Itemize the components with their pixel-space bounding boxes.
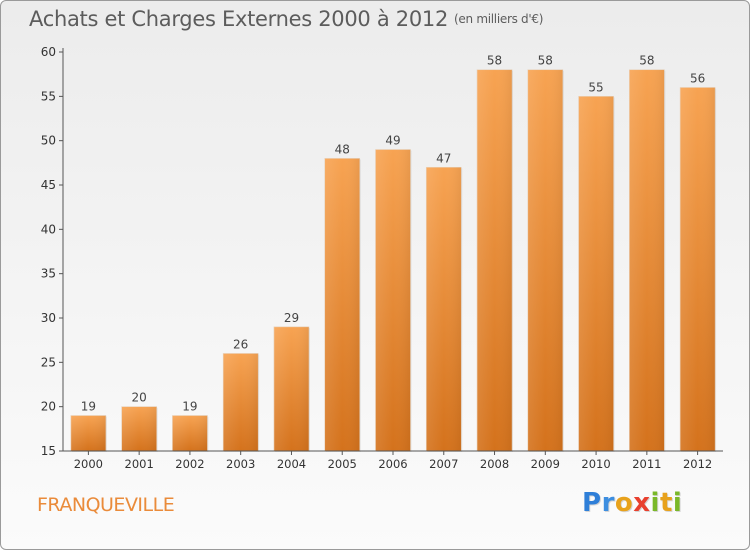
data-label-2010: 55 bbox=[588, 80, 603, 94]
bar-shine bbox=[578, 96, 614, 451]
x-tick-label-2009: 2009 bbox=[531, 457, 560, 471]
bar-shine bbox=[426, 167, 462, 451]
bar-shine bbox=[375, 149, 411, 452]
logo-letter: x bbox=[633, 488, 651, 518]
y-tick-label-55: 55 bbox=[41, 89, 56, 103]
y-tick-label-35: 35 bbox=[41, 267, 56, 281]
data-label-2006: 49 bbox=[385, 134, 400, 148]
logo-letter: o bbox=[614, 488, 634, 518]
x-tick-label-2008: 2008 bbox=[480, 457, 509, 471]
data-label-2007: 47 bbox=[436, 151, 451, 165]
data-label-2009: 58 bbox=[538, 54, 553, 68]
bar-shine bbox=[70, 415, 106, 451]
logo-letter: t bbox=[659, 488, 673, 518]
bar-shine bbox=[680, 87, 716, 451]
logo-letter: r bbox=[601, 488, 615, 518]
logo-letter: i bbox=[672, 488, 683, 518]
data-label-2005: 48 bbox=[335, 142, 350, 156]
bar-shine bbox=[223, 353, 259, 451]
x-tick-label-2004: 2004 bbox=[277, 457, 306, 471]
commune-name: FRANQUEVILLE bbox=[37, 494, 175, 516]
x-tick-label-2001: 2001 bbox=[125, 457, 154, 471]
bar-shine bbox=[121, 406, 157, 451]
chart-title: Achats et Charges Externes 2000 à 2012 (e… bbox=[29, 7, 543, 31]
y-tick-label-25: 25 bbox=[41, 355, 56, 369]
x-tick-label-2006: 2006 bbox=[378, 457, 407, 471]
y-tick-label-60: 60 bbox=[41, 45, 56, 59]
data-label-2002: 19 bbox=[182, 400, 197, 414]
data-label-2004: 29 bbox=[284, 311, 299, 325]
bar-shine bbox=[324, 158, 360, 451]
bar-shine bbox=[172, 415, 208, 451]
x-tick-label-2010: 2010 bbox=[581, 457, 610, 471]
proxiti-logo[interactable]: Proxiti bbox=[582, 488, 682, 518]
x-tick-label-2007: 2007 bbox=[429, 457, 458, 471]
y-tick-label-40: 40 bbox=[41, 222, 56, 236]
y-tick-label-15: 15 bbox=[41, 444, 56, 458]
bar-shine bbox=[273, 326, 309, 451]
chart-unit: (en milliers d'€) bbox=[454, 12, 544, 26]
chart-title-text: Achats et Charges Externes 2000 à 2012 bbox=[29, 7, 449, 31]
x-tick-label-2005: 2005 bbox=[328, 457, 357, 471]
x-tick-label-2002: 2002 bbox=[175, 457, 204, 471]
data-label-2003: 26 bbox=[233, 337, 248, 351]
y-tick-label-20: 20 bbox=[41, 400, 56, 414]
x-tick-label-2012: 2012 bbox=[683, 457, 712, 471]
y-tick-label-45: 45 bbox=[41, 178, 56, 192]
logo-letter: i bbox=[650, 488, 660, 518]
data-label-2001: 20 bbox=[132, 391, 147, 405]
data-label-2012: 56 bbox=[690, 71, 705, 85]
logo-letter: P bbox=[582, 488, 602, 518]
x-tick-label-2000: 2000 bbox=[74, 457, 103, 471]
x-tick-label-2003: 2003 bbox=[226, 457, 255, 471]
data-label-2011: 58 bbox=[639, 54, 654, 68]
data-label-2008: 58 bbox=[487, 54, 502, 68]
bar-shine bbox=[477, 69, 513, 451]
y-tick-label-30: 30 bbox=[41, 311, 56, 325]
data-label-2000: 19 bbox=[81, 400, 96, 414]
y-tick-label-50: 50 bbox=[41, 134, 56, 148]
bar-shine bbox=[629, 69, 665, 451]
x-tick-label-2011: 2011 bbox=[632, 457, 661, 471]
bar-shine bbox=[527, 69, 563, 451]
